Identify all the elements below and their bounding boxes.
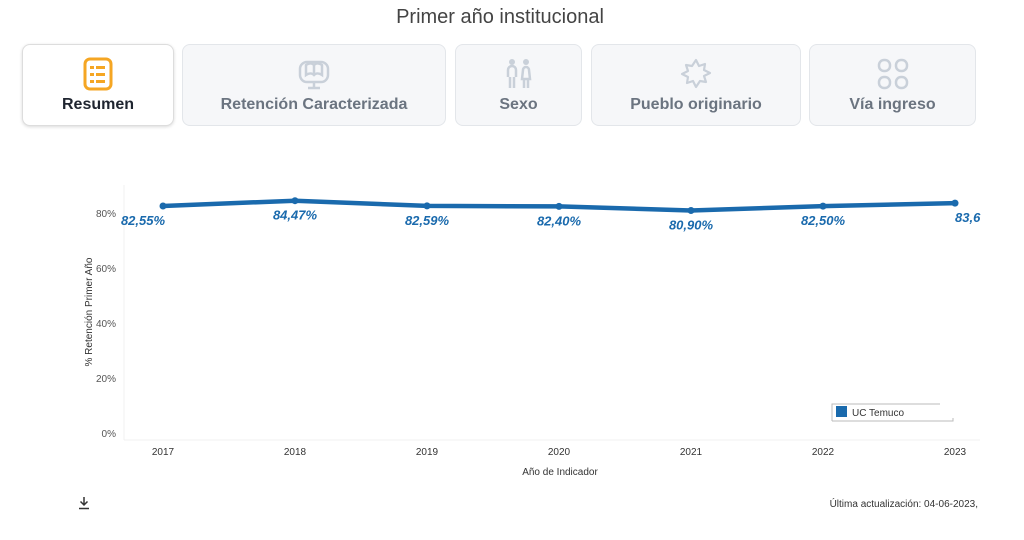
data-point[interactable]	[555, 202, 563, 210]
data-label: 83,6	[955, 210, 981, 225]
x-tick-label: 2020	[548, 447, 571, 458]
x-tick-label: 2018	[284, 447, 307, 458]
data-label: 82,50%	[801, 213, 846, 228]
x-axis-title: Año de Indicador	[522, 467, 598, 478]
tab-label: Sexo	[499, 96, 538, 113]
x-tick-label: 2021	[680, 447, 703, 458]
monitor-book-icon	[298, 60, 330, 90]
y-tick-label: 40%	[96, 319, 116, 330]
people-icon	[506, 59, 531, 88]
tab-retencion-caracterizada[interactable]: Retención Caracterizada	[182, 44, 446, 126]
tab-label: Retención Caracterizada	[220, 96, 408, 113]
y-axis-title: % Retención Primer Año	[84, 257, 95, 366]
data-point[interactable]	[159, 202, 167, 210]
grid-icon	[877, 58, 908, 90]
data-point[interactable]	[291, 197, 299, 205]
last-updated: Última actualización: 04-06-2023,	[829, 499, 978, 510]
download-icon[interactable]	[77, 496, 91, 510]
tab-label: Resumen	[61, 96, 135, 113]
tab-label: Vía ingreso	[849, 96, 936, 113]
tab-pueblo-originario[interactable]: Pueblo originario	[591, 44, 801, 126]
flower-icon	[680, 58, 712, 89]
x-tick-label: 2017	[152, 447, 175, 458]
y-tick-label: 0%	[102, 429, 117, 440]
tab-label: Pueblo originario	[630, 96, 762, 113]
data-point[interactable]	[951, 199, 959, 207]
x-tick-label: 2022	[812, 447, 835, 458]
y-tick-label: 80%	[96, 209, 116, 220]
legend[interactable]: UC Temuco	[831, 403, 954, 422]
data-label: 82,40%	[537, 213, 582, 228]
data-label: 82,59%	[405, 213, 450, 228]
data-label: 84,47%	[273, 208, 318, 223]
data-point[interactable]	[687, 207, 695, 215]
tab-via-ingreso[interactable]: Vía ingreso	[809, 44, 976, 126]
data-label: 82,55%	[121, 213, 166, 228]
tab-resumen[interactable]: Resumen	[22, 44, 174, 126]
x-tick-label: 2019	[416, 447, 439, 458]
x-tick-label: 2023	[944, 447, 967, 458]
data-point[interactable]	[819, 202, 827, 210]
legend-label: UC Temuco	[852, 408, 904, 419]
page-title: Primer año institucional	[396, 6, 604, 28]
y-tick-label: 60%	[96, 264, 116, 275]
list-icon	[83, 57, 113, 91]
y-tick-label: 20%	[96, 374, 116, 385]
legend-swatch	[836, 406, 847, 417]
tab-sexo[interactable]: Sexo	[455, 44, 582, 126]
data-label: 80,90%	[669, 218, 714, 233]
data-point[interactable]	[423, 202, 431, 210]
